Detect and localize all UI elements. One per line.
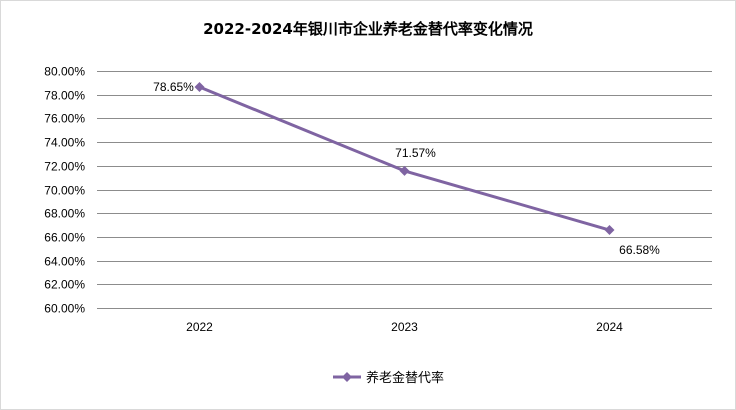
data-point-marker — [399, 165, 410, 176]
y-tick-label: 70.00% — [44, 184, 85, 198]
data-point-marker — [604, 225, 615, 236]
x-axis-ticks: 2022 2023 2024 — [186, 320, 623, 334]
x-tick-label: 2024 — [596, 320, 623, 334]
y-tick-label: 80.00% — [44, 65, 85, 79]
y-axis-ticks: 60.00% 62.00% 64.00% 66.00% 68.00% 70.00% 72.0… — [44, 65, 85, 316]
legend-label: 养老金替代率 — [366, 370, 444, 386]
chart-title: 2022-2024年银川市企业养老金替代率变化情况 — [203, 20, 533, 38]
y-tick-label: 66.00% — [44, 231, 85, 245]
data-label: 66.58% — [619, 243, 660, 257]
y-tick-label: 64.00% — [44, 255, 85, 269]
legend-swatch-marker — [342, 372, 352, 382]
x-tick-label: 2023 — [391, 320, 418, 334]
y-tick-label: 60.00% — [44, 302, 85, 316]
series-line: 78.65% 71.57% 66.58% — [153, 80, 660, 257]
y-tick-label: 62.00% — [44, 278, 85, 292]
y-tick-label: 78.00% — [44, 89, 85, 103]
gridlines — [97, 71, 712, 309]
y-tick-label: 76.00% — [44, 112, 85, 126]
y-tick-label: 68.00% — [44, 207, 85, 221]
x-tick-label: 2022 — [186, 320, 213, 334]
data-label: 71.57% — [395, 146, 436, 160]
data-label: 78.65% — [153, 80, 194, 94]
data-point-marker — [194, 81, 205, 92]
legend: 养老金替代率 — [333, 370, 444, 386]
y-tick-label: 72.00% — [44, 160, 85, 174]
y-tick-label: 74.00% — [44, 136, 85, 150]
